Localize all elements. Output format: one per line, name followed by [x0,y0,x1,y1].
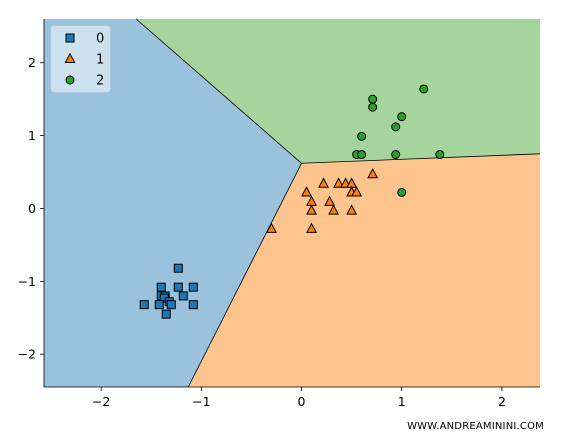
data-point-class-2-5 [357,131,367,141]
region-class-0 [44,19,302,387]
watermark-text: WWW.ANDREAMININI.COM [407,421,544,432]
boundary-line-1 [301,153,541,164]
y-tick-label: −1 [18,274,36,289]
data-point-class-1-2 [333,177,345,188]
legend-label: 0 [96,32,104,47]
circle-marker [65,75,75,85]
data-point-class-1-7 [351,186,363,197]
x-tick-label: 2 [498,394,506,409]
data-point-class-0-1 [156,282,166,292]
y-tick-label: 2 [28,55,36,70]
data-point-class-0-3 [188,282,198,292]
data-point-class-1-13 [266,222,277,233]
data-point-class-0-9 [139,300,149,310]
region-class-1 [188,153,541,387]
data-point-class-2-7 [357,150,367,160]
data-point-class-0-2 [173,282,183,292]
data-point-class-1-9 [324,195,336,206]
region-class-2 [136,19,540,164]
x-tick-label: 1 [398,394,406,409]
data-point-class-2-4 [391,122,401,132]
x-tick-label: −1 [192,394,210,409]
decision-boundaries [135,18,541,388]
data-point-class-2-1 [368,94,378,104]
data-point-class-2-3 [397,112,407,122]
y-tick-label: −2 [18,347,36,362]
y-tick-label: 0 [28,201,36,216]
boundary-line-2 [187,163,302,388]
decision-regions [44,19,541,387]
x-tick-label: −2 [92,394,110,409]
data-point-class-2-10 [397,187,407,197]
data-point-class-1-11 [328,204,340,215]
data-point-class-0-0 [173,263,183,273]
data-point-class-0-13 [161,309,171,319]
triangle-marker [64,52,76,64]
data-point-class-0-6 [178,291,188,301]
data-point-class-1-14 [306,222,317,233]
data-point-class-2-0 [419,84,429,94]
data-point-class-1-10 [306,204,317,215]
data-point-class-0-12 [188,300,198,310]
x-tick-label: 0 [298,394,306,409]
legend: 0 1 2 [50,25,111,93]
data-point-class-2-2 [368,102,378,112]
legend-label: 2 [96,74,104,89]
boundary-line-0 [135,18,302,164]
data-point-class-1-0 [367,167,379,179]
data-point-class-2-9 [435,150,445,160]
data-point-class-1-12 [346,204,358,215]
data-points [139,84,445,319]
y-tick-label: 1 [28,128,36,143]
data-point-class-0-10 [154,300,164,310]
data-point-class-1-1 [318,177,330,188]
square-marker [65,33,75,43]
legend-label: 1 [96,53,104,68]
data-point-class-0-11 [166,300,176,310]
data-point-class-1-5 [301,186,312,197]
data-point-class-2-8 [391,150,401,160]
axes: −2 −1 0 1 2 −2 −1 0 1 2 [18,19,540,409]
